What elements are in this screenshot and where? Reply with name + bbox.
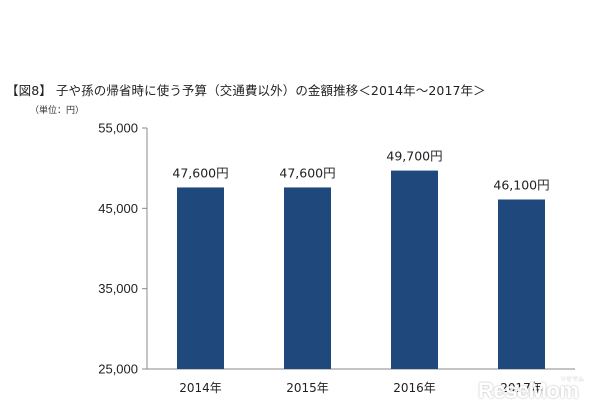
y-tick-label: 25,000 (98, 362, 138, 377)
x-tick-label: 2016年 (393, 381, 436, 395)
bar (177, 187, 224, 369)
unit-label: （単位：円） (30, 106, 85, 116)
resemom-watermark-logo: ReseMom リセマム (472, 374, 590, 408)
watermark-sub: リセマム (559, 376, 584, 383)
y-tick-label: 35,000 (98, 281, 138, 296)
x-tick-label: 2014年 (179, 381, 222, 395)
bar (391, 170, 438, 369)
bar (498, 199, 545, 369)
y-tick-label: 45,000 (98, 201, 138, 216)
chart-title: 【図8】 子や孫の帰省時に使う予算（交通費以外）の金額推移＜2014年～2017… (6, 83, 486, 98)
y-tick-label: 55,000 (98, 121, 138, 136)
bar (284, 187, 331, 369)
watermark-text: ReseMom (478, 378, 579, 403)
x-tick-label: 2017年 (500, 381, 543, 395)
data-label: 46,100円 (493, 177, 549, 192)
data-label: 49,700円 (386, 149, 442, 164)
data-label: 47,600円 (279, 165, 335, 180)
x-tick-label: 2015年 (286, 381, 329, 395)
data-label: 47,600円 (172, 165, 228, 180)
